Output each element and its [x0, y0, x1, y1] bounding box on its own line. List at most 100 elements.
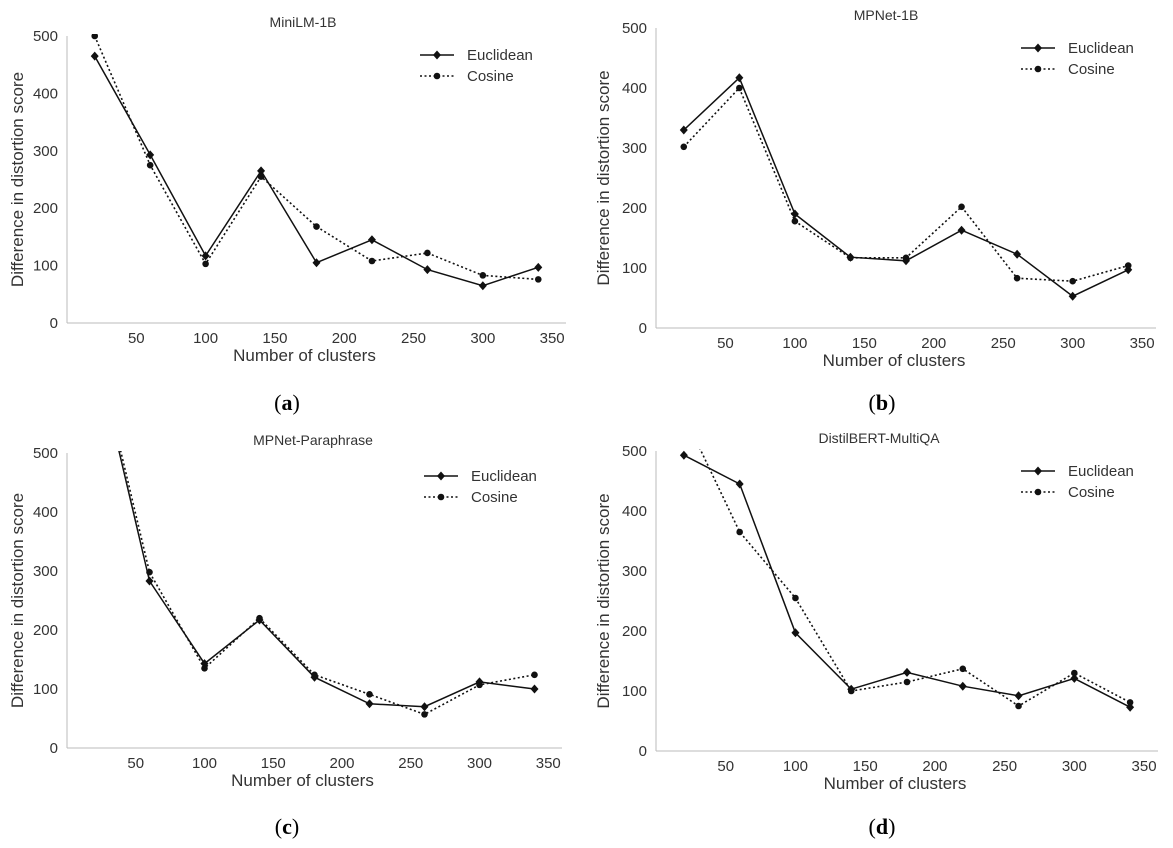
caption-a: (a)	[274, 390, 300, 415]
x-axis-label: Number of clusters	[231, 771, 374, 790]
data-point-cosine	[368, 257, 376, 265]
data-point-cosine	[681, 412, 688, 419]
x-tick-label: 300	[467, 755, 492, 772]
x-tick-label: 300	[1062, 758, 1087, 775]
data-point-euclidean	[257, 166, 266, 176]
x-tick-label: 300	[1060, 335, 1085, 352]
x-tick-label: 100	[193, 330, 218, 347]
x-tick-label: 150	[262, 330, 287, 347]
x-tick-label: 250	[398, 755, 423, 772]
x-tick-label: 50	[128, 330, 145, 347]
data-point-cosine	[847, 687, 855, 695]
y-tick-label: 100	[33, 258, 58, 275]
y-tick-label: 400	[33, 504, 58, 521]
data-point-cosine	[366, 691, 373, 698]
y-tick-label: 400	[622, 503, 647, 520]
plot-area	[679, 412, 1135, 712]
legend-marker-euclidean	[1034, 43, 1042, 53]
y-tick-label: 200	[622, 623, 647, 640]
data-point-cosine	[1124, 262, 1132, 269]
y-tick-label: 500	[622, 443, 647, 460]
data-point-euclidean	[958, 681, 967, 691]
chart-panel-c: MPNet-Paraphrase 0 100 200 300 400 500 50 100 150…	[0, 418, 586, 803]
x-tick-label: 50	[717, 758, 734, 775]
y-tick-label: 300	[33, 563, 58, 580]
series-line-cosine	[683, 86, 1129, 283]
y-tick-label: 300	[622, 563, 647, 580]
chart-panel-b: MPNet-1B 0 100 200 300 400 500 50 100 150 200 250 30…	[586, 0, 1173, 380]
data-point-cosine	[736, 528, 743, 536]
x-tick-label: 200	[921, 335, 946, 352]
chart-title: MiniLM-1B	[270, 14, 337, 30]
x-tick-label: 200	[922, 758, 947, 775]
legend-label-euclidean: Euclidean	[467, 47, 533, 64]
x-tick-label: 100	[192, 755, 217, 772]
y-tick-label: 400	[33, 85, 58, 102]
data-point-cosine	[476, 681, 483, 689]
legend-label-cosine: Cosine	[1068, 61, 1115, 78]
caption-c: (c)	[274, 814, 300, 839]
data-point-cosine	[680, 143, 688, 151]
data-point-cosine	[146, 568, 153, 576]
data-point-cosine	[792, 594, 799, 602]
chart-panel-d: DistilBERT-MultiQA 0 100 200 300 400 500 50 100 1…	[586, 418, 1173, 803]
chart-a: MiniLM-1B 0 100 200 300 400 500 50 100 150 200 250 3…	[8, 14, 566, 365]
data-point-euclidean	[312, 258, 321, 268]
y-tick-label: 400	[622, 80, 647, 97]
x-tick-label: 350	[540, 330, 565, 347]
y-axis-label: Difference in distortion score	[8, 493, 27, 708]
data-point-cosine	[146, 161, 154, 169]
chart-title: MPNet-1B	[854, 7, 919, 23]
legend-marker-cosine	[437, 493, 445, 501]
x-tick-label: 350	[1132, 758, 1157, 775]
legend: Euclidean Cosine	[1021, 40, 1134, 78]
x-tick-label: 250	[401, 330, 426, 347]
data-point-euclidean	[423, 265, 432, 275]
x-tick-label: 150	[852, 335, 877, 352]
legend: Euclidean Cosine	[1021, 463, 1134, 501]
legend-label-cosine: Cosine	[1068, 484, 1115, 501]
legend-marker-cosine	[1034, 65, 1042, 73]
x-tick-label: 350	[536, 755, 561, 772]
x-tick-label: 300	[470, 330, 495, 347]
legend-label-cosine: Cosine	[467, 68, 514, 85]
data-point-cosine	[1015, 702, 1022, 710]
chart-title: DistilBERT-MultiQA	[818, 430, 940, 446]
data-point-cosine	[1013, 274, 1021, 282]
y-tick-label: 100	[622, 260, 647, 277]
legend-label-euclidean: Euclidean	[471, 468, 537, 485]
plot-area	[118, 451, 539, 718]
data-point-cosine	[479, 272, 487, 279]
y-tick-label: 500	[622, 20, 647, 37]
chart-b: MPNet-1B 0 100 200 300 400 500 50 100 150 200 250 30…	[594, 7, 1156, 370]
y-tick-label: 0	[639, 320, 647, 337]
data-point-cosine	[1069, 277, 1076, 285]
x-tick-label: 250	[991, 335, 1016, 352]
caption-b: (b)	[868, 390, 896, 415]
y-tick-label: 0	[50, 315, 58, 332]
data-point-cosine	[847, 254, 854, 262]
x-axis-label: Number of clusters	[823, 351, 966, 370]
y-tick-label: 500	[33, 445, 58, 462]
data-point-cosine	[91, 34, 99, 40]
data-point-cosine	[903, 678, 911, 686]
data-point-euclidean	[1068, 291, 1077, 301]
y-axis-label: Difference in distortion score	[8, 72, 27, 287]
chart-c: MPNet-Paraphrase 0 100 200 300 400 500 50 100 150…	[8, 432, 562, 790]
data-point-euclidean	[735, 73, 744, 83]
plot-area	[679, 73, 1133, 301]
x-tick-label: 50	[717, 335, 734, 352]
y-tick-label: 100	[622, 683, 647, 700]
legend-label-euclidean: Euclidean	[1068, 40, 1134, 57]
y-tick-label: 300	[33, 143, 58, 160]
chart-panel-a: MiniLM-1B 0 100 200 300 400 500 50 100 150 200 250 3…	[0, 0, 586, 380]
data-point-cosine	[1071, 669, 1078, 677]
data-point-euclidean	[791, 628, 800, 638]
y-tick-label: 200	[33, 200, 58, 217]
data-point-cosine	[202, 260, 209, 268]
data-point-cosine	[201, 665, 208, 672]
y-tick-label: 200	[33, 622, 58, 639]
data-point-euclidean	[1013, 249, 1022, 259]
data-point-euclidean	[530, 684, 539, 694]
x-tick-label: 250	[992, 758, 1017, 775]
